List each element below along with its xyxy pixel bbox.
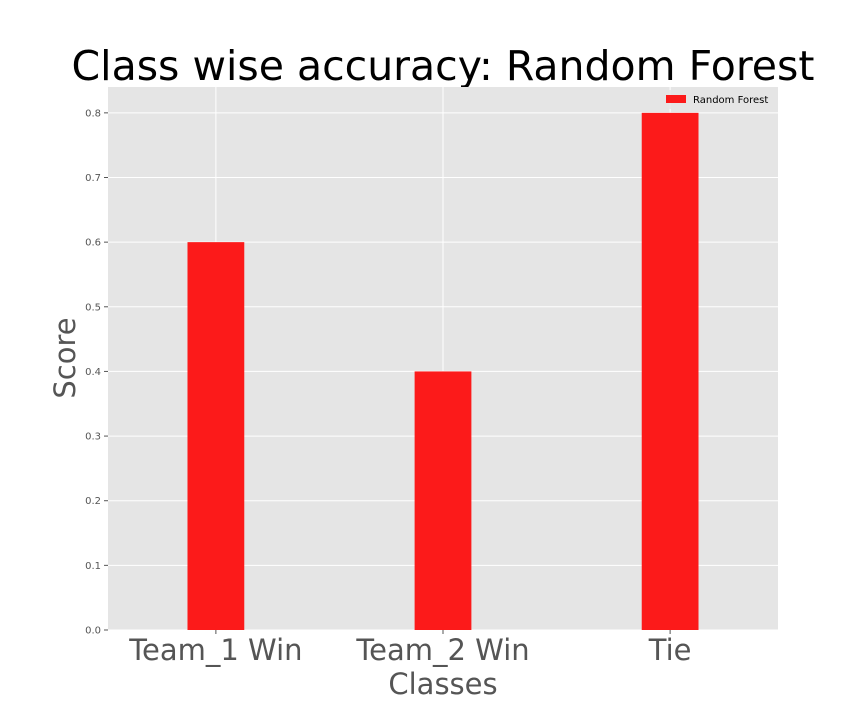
x-tick-label: Team_2 Win [355,633,529,667]
y-axis-ticks: 0.0 0.1 0.2 0.3 0.4 0.5 0.6 0.7 0.8 [85,108,108,637]
legend: Random Forest [660,90,774,109]
legend-box [660,90,774,109]
x-tick-label: Tie [648,633,692,667]
y-tick-label: 0.1 [85,561,101,572]
y-tick-label: 0.2 [85,496,101,507]
y-tick-label: 0.8 [85,108,101,119]
y-tick-label: 0.5 [85,302,101,313]
x-axis-label: Classes [388,667,497,701]
legend-label: Random Forest [693,95,768,106]
chart-title: Class wise accuracy: Random Forest [72,42,815,90]
x-tick-label: Team_1 Win [128,633,302,667]
bars [187,112,699,631]
bar-team-1-win [187,242,245,630]
bar-team-2-win [414,371,472,630]
legend-swatch [666,95,686,103]
y-tick-label: 0.0 [85,626,101,637]
y-tick-label: 0.3 [85,432,101,443]
x-axis-ticks: Team_1 Win Team_2 Win Tie [128,630,691,667]
y-axis-label: Score [48,317,82,398]
y-tick-label: 0.4 [85,367,101,378]
y-tick-label: 0.7 [85,173,101,184]
y-tick-label: 0.6 [85,238,101,249]
bar-tie [641,112,699,631]
